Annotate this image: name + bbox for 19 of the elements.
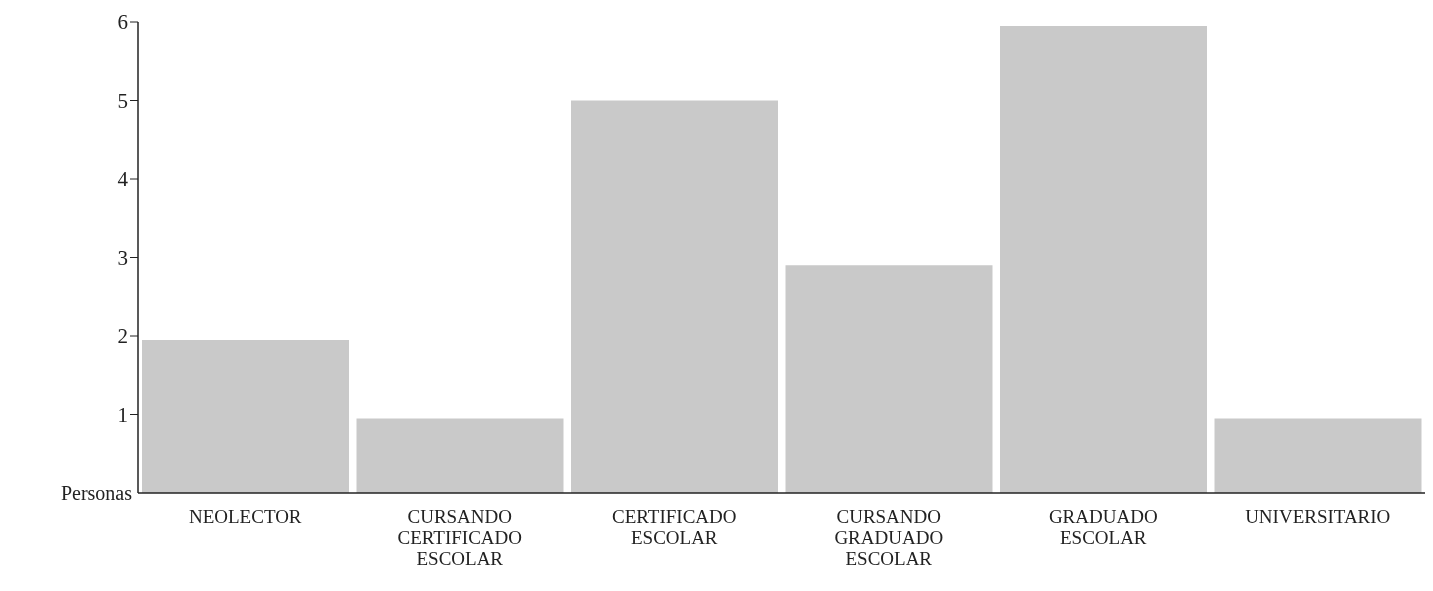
bar (356, 418, 564, 493)
y-tick-label: 5 (117, 88, 128, 113)
y-tick-label: 4 (117, 167, 129, 192)
y-tick-label: 3 (117, 245, 128, 270)
x-tick-label: NEOLECTOR (188, 506, 302, 527)
y-tick-label: 2 (117, 324, 128, 349)
bar (1214, 418, 1422, 493)
x-tick-label: CERTIFICADO ESCOLAR (612, 506, 737, 548)
y-tick-label: 1 (117, 402, 128, 427)
y-tick-label: 6 (117, 10, 128, 35)
x-tick-label: CURSANDO CERTIFICADO ESCOLAR (397, 506, 522, 569)
bar (1000, 25, 1207, 493)
x-tick-label: CURSANDO GRADUADO ESCOLAR (834, 506, 944, 569)
y-axis-title: Personas (60, 482, 133, 504)
x-tick-label: UNIVERSITARIO (1245, 506, 1391, 527)
x-tick-label: GRADUADO ESCOLAR (1048, 506, 1158, 548)
bar (785, 265, 993, 493)
bar (142, 339, 349, 493)
bar (571, 100, 778, 493)
